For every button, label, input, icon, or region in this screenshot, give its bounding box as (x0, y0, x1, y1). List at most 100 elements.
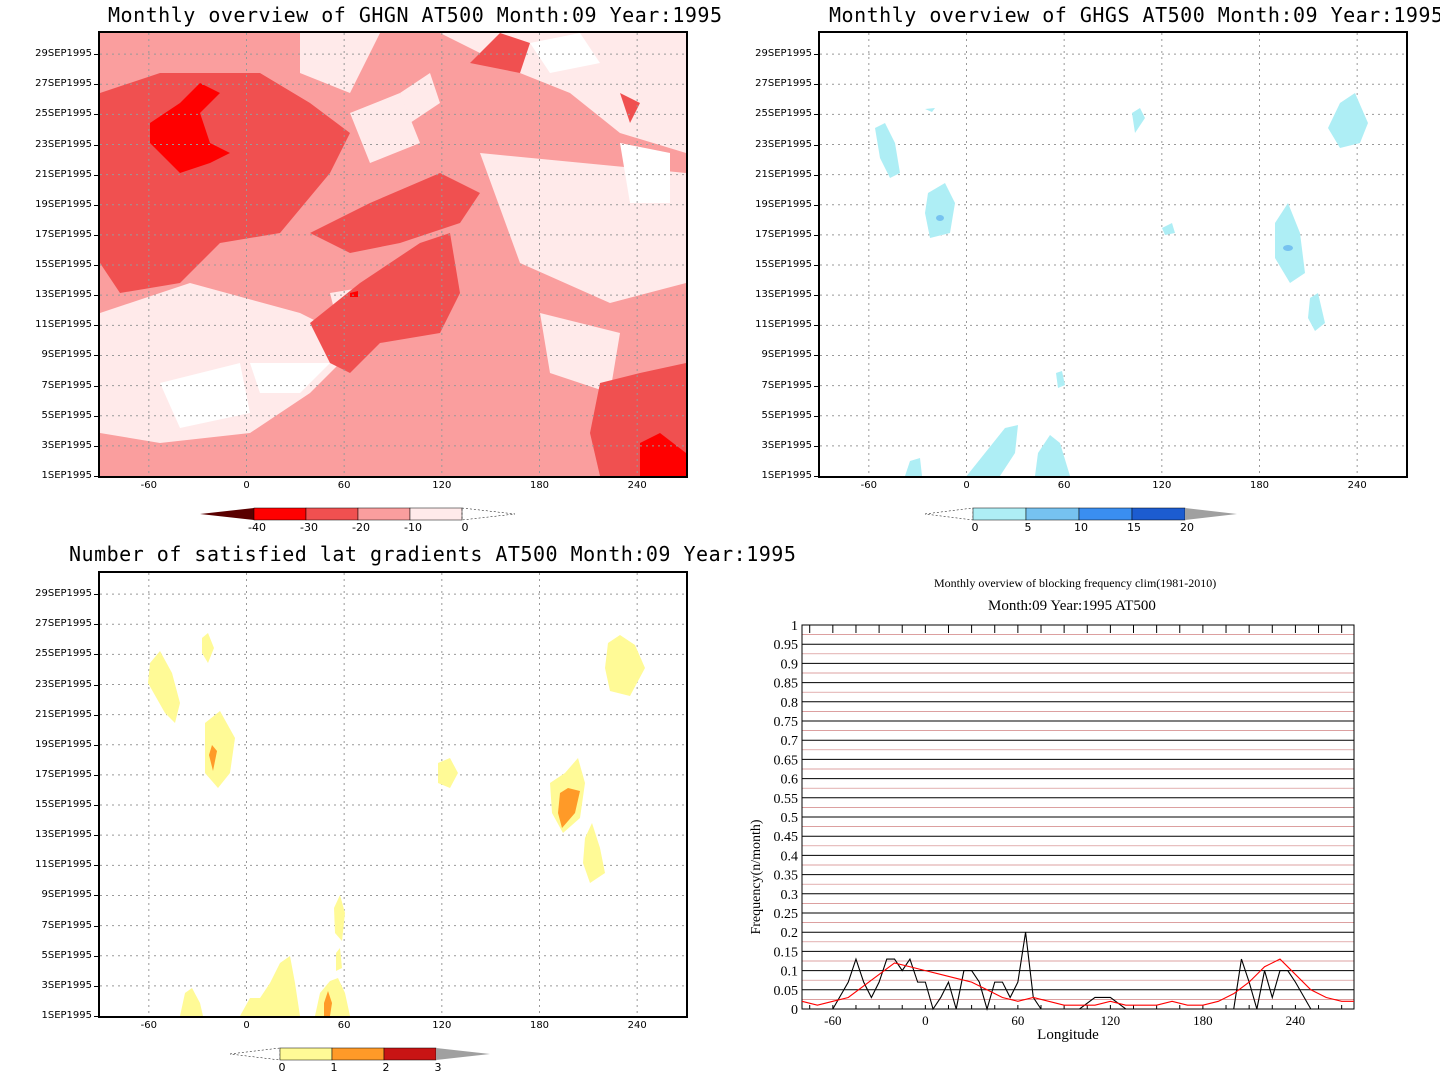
ghgn-y-tick-label: 19SEP1995 (35, 198, 92, 210)
ghgn-x-tick-label: 180 (529, 480, 550, 491)
ghgs-y-tick-label: 25SEP1995 (755, 108, 812, 120)
ghgn-cb-label-0: -40 (248, 521, 266, 534)
ghgn-title: Monthly overview of GHGN AT500 Month:09 … (108, 3, 723, 27)
ghgs-y-tick-label: 21SEP1995 (755, 168, 812, 180)
gradients-y-tick-label: 9SEP1995 (41, 889, 92, 901)
frequency-y-tick-label: 0.95 (774, 638, 799, 653)
gradients-cb-label-3: 3 (434, 1061, 442, 1074)
ghgn-y-tick (94, 385, 98, 387)
ghgs-cb-label-1: 5 (1024, 521, 1032, 534)
ghgn-y-tick (94, 144, 98, 146)
ghgn-y-tick-label: 3SEP1995 (41, 439, 92, 451)
ghgs-y-tick (814, 476, 818, 477)
frequency-y-tick-label: 0.5 (781, 811, 799, 826)
ghgn-y-tick-label: 9SEP1995 (41, 349, 92, 361)
ghgn-y-tick (94, 476, 98, 477)
ghgn-y-tick-label: 13SEP1995 (35, 289, 92, 301)
ghgs-y-tick (814, 415, 818, 417)
frequency-x-axis-label: Longitude (1037, 1027, 1099, 1043)
frequency-x-tick-label: -60 (824, 1013, 841, 1028)
frequency-y-tick-label: 0.85 (774, 677, 799, 692)
ghgs-y-tick-label: 13SEP1995 (755, 289, 812, 301)
gradients-y-tick-label: 11SEP1995 (35, 859, 92, 871)
frequency-y-tick-label: 1 (791, 619, 798, 634)
gradients-colorbar: 0 1 2 3 (229, 1046, 500, 1086)
gradients-y-tick (94, 895, 98, 897)
ghgn-y-tick (94, 234, 98, 236)
frequency-y-tick-label: 0.7 (781, 734, 799, 749)
gradients-x-tick-label: 240 (627, 1020, 647, 1031)
ghgs-y-tick (814, 204, 818, 206)
ghgn-y-tick-label: 1SEP1995 (41, 470, 92, 481)
ghgs-y-tick (814, 325, 818, 327)
frequency-title: Monthly overview of blocking frequency c… (934, 576, 1217, 590)
ghgn-y-tick (94, 174, 98, 176)
gradients-y-tick-label: 15SEP1995 (35, 799, 92, 811)
ghgs-plot (818, 31, 1408, 478)
gradients-y-tick-label: 21SEP1995 (35, 708, 92, 720)
frequency-x-tick-label: 120 (1101, 1013, 1121, 1028)
ghgs-colorbar: 0 5 10 15 20 (924, 506, 1245, 546)
gradients-y-tick (94, 835, 98, 837)
frequency-y-tick-label: 0.8 (781, 696, 799, 711)
frequency-x-tick-label: 180 (1193, 1013, 1213, 1028)
gradients-y-tick (94, 925, 98, 927)
ghgs-y-tick (814, 174, 818, 176)
ghgs-y-tick (814, 355, 818, 357)
ghgs-cb-label-2: 10 (1074, 521, 1088, 534)
gradients-x-tick-label: -60 (140, 1020, 157, 1031)
ghgs-y-tick-label: 27SEP1995 (755, 78, 812, 90)
ghgs-y-tick-label: 29SEP1995 (755, 48, 812, 60)
ghgs-y-tick-label: 15SEP1995 (755, 259, 812, 271)
ghgs-x-tick-label: 120 (1152, 480, 1172, 491)
frequency-x-tick-label: 0 (922, 1013, 929, 1028)
frequency-series-line-0 (802, 932, 1354, 1011)
ghgs-y-tick-label: 5SEP1995 (761, 409, 812, 421)
gradients-title: Number of satisfied lat gradients AT500 … (69, 542, 797, 566)
frequency-y-tick-label: 0.6 (781, 773, 799, 788)
frequency-y-tick-label: 0.9 (781, 657, 799, 672)
ghgn-cb-label-4: 0 (461, 521, 469, 534)
ghgs-y-tick (814, 295, 818, 297)
ghgn-x-tick-label: -60 (140, 480, 157, 491)
ghgn-y-tick (94, 84, 98, 86)
ghgn-colorbar: -40 -30 -20 -10 0 (200, 506, 520, 546)
gradients-y-tick (94, 805, 98, 807)
frequency-y-tick-label: 0.3 (781, 888, 799, 903)
gradients-y-tick (94, 624, 98, 626)
gradients-cb-label-2: 2 (382, 1061, 390, 1074)
frequency-y-tick-label: 0.05 (774, 984, 799, 999)
ghgn-cb-label-3: -10 (404, 521, 422, 534)
ghgn-x-tick-label: 0 (243, 480, 250, 491)
frequency-svg: 0 0.05 0.1 0.15 0.2 0.25 0.3 0.35 0.4 0.45 0.5 0.55… (749, 619, 1355, 1043)
ghgn-y-tick (94, 114, 98, 116)
frequency-y-tick-label: 0.75 (774, 715, 799, 730)
gradients-y-tick-label: 29SEP1995 (35, 588, 92, 600)
ghgn-y-tick-label: 5SEP1995 (41, 409, 92, 421)
gradients-y-tick-label: 1SEP1995 (41, 1010, 92, 1021)
ghgs-x-tick-label: 180 (1249, 480, 1270, 491)
ghgn-y-tick (94, 445, 98, 447)
ghgs-y-tick-label: 3SEP1995 (761, 439, 812, 451)
frequency-y-tick-label: 0 (791, 1003, 798, 1018)
gradients-y-tick (94, 865, 98, 867)
gradients-y-tick (94, 654, 98, 656)
ghgn-y-tick-label: 17SEP1995 (35, 228, 92, 240)
ghgn-y-tick-label: 11SEP1995 (35, 319, 92, 331)
ghgs-y-tick (814, 54, 818, 56)
ghgn-y-tick (94, 325, 98, 327)
gradients-cb-label-0: 0 (278, 1061, 286, 1074)
ghgs-y-tick-label: 19SEP1995 (755, 198, 812, 210)
gradients-x-tick-label: 180 (529, 1020, 550, 1031)
ghgs-y-tick (814, 144, 818, 146)
ghgs-y-tick (814, 265, 818, 267)
ghgn-y-tick-label: 23SEP1995 (35, 138, 92, 150)
gradients-y-tick (94, 774, 98, 776)
ghgs-y-tick (814, 234, 818, 236)
gradients-y-tick-label: 7SEP1995 (41, 919, 92, 931)
gradients-y-tick-label: 23SEP1995 (35, 678, 92, 690)
frequency-subtitle: Month:09 Year:1995 AT500 (988, 598, 1156, 614)
gradients-cb-label-1: 1 (330, 1061, 338, 1074)
frequency-chart: 0 0.05 0.1 0.15 0.2 0.25 0.3 0.35 0.4 0.45 0.5 0.55… (740, 615, 1380, 1055)
ghgn-x-tick-label: 120 (432, 480, 452, 491)
